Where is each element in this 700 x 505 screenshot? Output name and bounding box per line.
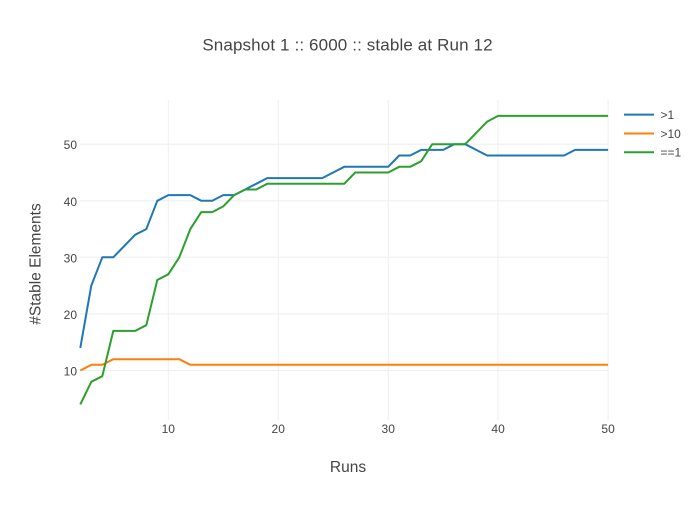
svg-text:50: 50 (601, 422, 615, 436)
svg-text:10: 10 (162, 422, 176, 436)
svg-text:40: 40 (491, 422, 505, 436)
svg-text:==1: ==1 (661, 146, 682, 160)
svg-text:>10: >10 (661, 127, 682, 141)
svg-text:>1: >1 (661, 108, 675, 122)
svg-text:20: 20 (64, 308, 78, 322)
svg-text:#Stable Elements: #Stable Elements (28, 203, 45, 325)
svg-text:10: 10 (64, 365, 78, 379)
svg-text:30: 30 (64, 251, 78, 265)
svg-text:Runs: Runs (330, 459, 366, 476)
svg-text:20: 20 (272, 422, 286, 436)
svg-text:40: 40 (64, 195, 78, 209)
svg-text:50: 50 (64, 138, 78, 152)
svg-text:30: 30 (382, 422, 396, 436)
svg-text:Snapshot 1 :: 6000 :: stable a: Snapshot 1 :: 6000 :: stable at Run 12 (202, 36, 492, 55)
